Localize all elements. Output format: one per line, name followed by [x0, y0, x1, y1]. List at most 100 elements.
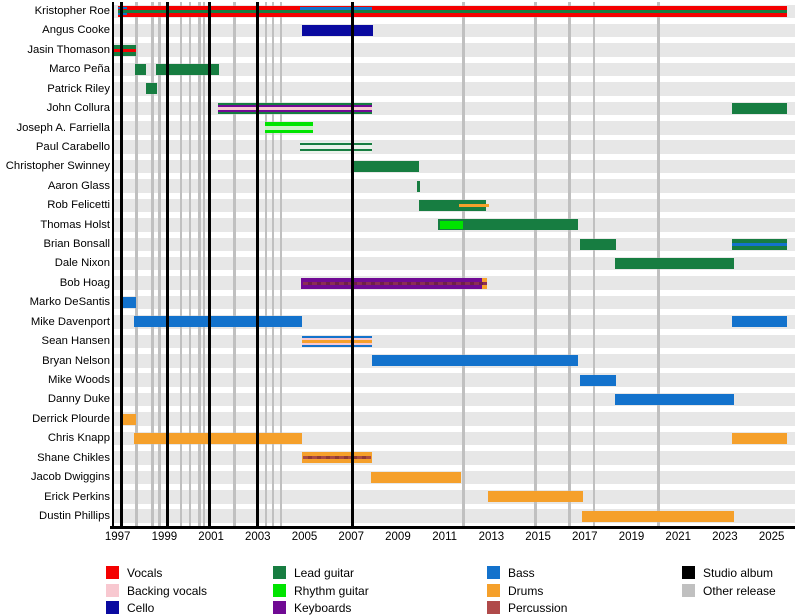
other-release-line	[135, 2, 138, 526]
member-label: Dale Nixon	[54, 257, 110, 270]
timeline-bar-bass	[731, 242, 787, 246]
other-release-line	[568, 2, 571, 526]
legend-label: Percussion	[508, 601, 568, 615]
timeline-bar-drums	[371, 471, 461, 483]
x-tick-label: 2015	[525, 531, 551, 543]
x-tick-label: 2025	[758, 531, 785, 543]
row-background	[114, 490, 795, 504]
row-background	[114, 412, 795, 426]
timeline-bar-drums	[582, 510, 734, 522]
member-label: Rob Felicetti	[47, 199, 110, 212]
timeline-bar-drums	[487, 491, 583, 503]
member-label: Marco Peña	[49, 63, 110, 76]
member-label: Christopher Swinney	[5, 160, 110, 173]
legend-swatch-other	[682, 583, 695, 597]
member-label: Jasin Thomason	[27, 43, 110, 56]
other-release-line	[592, 2, 596, 526]
x-tick-label: 2017	[571, 531, 598, 543]
timeline-bar-drums	[302, 339, 373, 343]
studio-album-line	[350, 2, 354, 526]
timeline-bar-bass	[731, 316, 787, 328]
legend-swatch-bass	[487, 566, 500, 579]
timeline-bar-vocals	[113, 48, 137, 52]
timeline-bar-bass	[615, 394, 734, 406]
member-label: Erick Perkins	[44, 490, 110, 503]
other-release-line	[462, 2, 465, 526]
row-background	[114, 295, 795, 310]
member-label: Bryan Nelson	[42, 354, 110, 367]
other-release-line	[198, 2, 201, 526]
legend-swatch-vocals	[106, 566, 119, 579]
studio-album-line	[165, 2, 169, 526]
legend-label: Backing vocals	[127, 583, 208, 598]
other-release-line	[271, 2, 275, 526]
member-label: Mike Davenport	[30, 315, 110, 328]
timeline-bar-lead	[117, 9, 787, 13]
row-background	[114, 82, 795, 96]
row-background	[114, 237, 795, 252]
x-tick-label: 2003	[245, 531, 271, 543]
timeline-bar-lead	[437, 219, 579, 231]
legend-swatch-perc	[487, 601, 500, 614]
legend-swatch-keys	[273, 601, 286, 614]
legend-swatch-backing	[106, 583, 119, 597]
member-label: Patrick Riley	[47, 82, 110, 95]
timeline-bar-bass	[120, 297, 137, 309]
timeline-bar-drums	[120, 413, 137, 425]
timeline-bar-bass	[299, 7, 373, 10]
other-release-line	[202, 2, 206, 526]
timeline-bar-lead	[135, 64, 146, 75]
row-background	[114, 451, 795, 465]
member-label: Mike Woods	[48, 373, 110, 386]
member-label: Jacob Dwiggins	[30, 471, 110, 484]
legend-swatch-cello	[106, 601, 119, 614]
x-tick-label: 2011	[432, 531, 458, 543]
x-tick-label: 2023	[712, 531, 738, 543]
legend-label: Bass	[508, 566, 535, 580]
member-label: Chris Knapp	[47, 432, 110, 445]
x-tick-label: 1997	[104, 531, 131, 543]
member-label: John Collura	[46, 102, 110, 115]
other-release-line	[158, 2, 161, 526]
member-label: Brian Bonsall	[43, 238, 110, 251]
member-label: Danny Duke	[47, 393, 110, 406]
row-background	[114, 121, 795, 135]
x-tick-label: 2019	[618, 531, 645, 543]
row-background	[114, 159, 795, 174]
legend-swatch-lead	[273, 566, 286, 579]
row-background	[114, 43, 795, 57]
other-release-line	[188, 2, 192, 526]
timeline-bar-perc_keys	[303, 281, 487, 285]
member-label: Marko DeSantis	[29, 296, 110, 309]
timeline-bar-drums	[134, 432, 303, 444]
timeline-bar-bass	[372, 355, 579, 367]
timeline-bar-lead	[580, 238, 617, 250]
legend-label: Keyboards	[294, 601, 352, 615]
row-background	[114, 140, 795, 154]
x-tick-label: 1999	[151, 531, 178, 543]
legend-label: Rhythm guitar	[294, 583, 369, 598]
timeline-bar-lead	[299, 149, 373, 152]
row-background	[114, 179, 795, 193]
other-release-line	[534, 2, 537, 526]
timeline-bar-lead	[145, 83, 158, 95]
x-tick-label: 2013	[478, 531, 505, 543]
legend-swatch-rhythm	[273, 583, 286, 597]
x-tick-label: 2005	[291, 531, 318, 543]
timeline-bar-bass	[134, 316, 303, 328]
member-label: Aaron Glass	[47, 179, 110, 192]
timeline-bar-perc_drums	[303, 456, 372, 460]
member-label: Sean Hansen	[41, 335, 110, 348]
studio-album-line	[256, 2, 260, 526]
y-axis-line	[111, 2, 114, 528]
timeline-bar-drums	[731, 432, 787, 444]
timeline-bar-drums	[458, 203, 490, 208]
timeline-bar-pale_green	[264, 125, 313, 130]
timeline-bar-lead	[731, 102, 787, 114]
member-label: Bob Hoag	[59, 276, 110, 289]
row-background	[114, 373, 795, 387]
row-background	[114, 23, 795, 38]
x-tick-label: 2007	[338, 531, 365, 543]
legend-swatch-album	[682, 566, 695, 579]
